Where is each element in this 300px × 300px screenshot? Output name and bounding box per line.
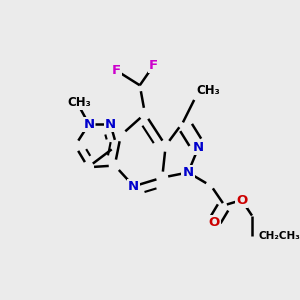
Text: CH₃: CH₃ — [68, 96, 91, 110]
Text: N: N — [83, 118, 94, 130]
Text: N: N — [128, 180, 139, 193]
Text: F: F — [112, 64, 121, 77]
Text: O: O — [208, 216, 220, 229]
Text: O: O — [236, 194, 247, 206]
Text: N: N — [183, 166, 194, 179]
Text: N: N — [193, 141, 204, 154]
Text: CH₂CH₃: CH₂CH₃ — [259, 231, 300, 241]
Text: F: F — [149, 59, 158, 72]
Text: CH₃: CH₃ — [196, 84, 220, 98]
Text: N: N — [105, 118, 116, 130]
